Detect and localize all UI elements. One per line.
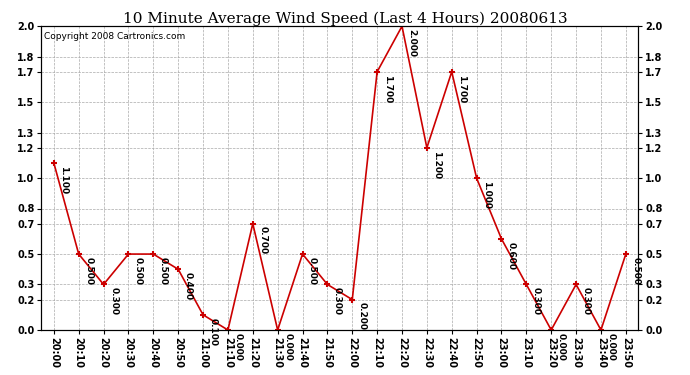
Text: 0.000: 0.000	[283, 333, 292, 361]
Text: 0.500: 0.500	[159, 257, 168, 285]
Text: 0.200: 0.200	[358, 302, 367, 330]
Text: 0.100: 0.100	[208, 318, 217, 346]
Text: 0.300: 0.300	[333, 287, 342, 315]
Text: 0.500: 0.500	[308, 257, 317, 285]
Text: 1.000: 1.000	[482, 181, 491, 209]
Text: 2.000: 2.000	[408, 29, 417, 57]
Text: 0.500: 0.500	[134, 257, 143, 285]
Text: 0.600: 0.600	[507, 242, 516, 270]
Text: 0.000: 0.000	[607, 333, 615, 361]
Text: 1.100: 1.100	[59, 166, 68, 194]
Text: 0.700: 0.700	[258, 226, 267, 255]
Text: Copyright 2008 Cartronics.com: Copyright 2008 Cartronics.com	[44, 32, 186, 41]
Text: 1.200: 1.200	[433, 150, 442, 178]
Text: 1.700: 1.700	[457, 75, 466, 103]
Text: 10 Minute Average Wind Speed (Last 4 Hours) 20080613: 10 Minute Average Wind Speed (Last 4 Hou…	[123, 11, 567, 26]
Text: 0.300: 0.300	[532, 287, 541, 315]
Text: 0.300: 0.300	[582, 287, 591, 315]
Text: 0.500: 0.500	[631, 257, 640, 285]
Text: 0.000: 0.000	[557, 333, 566, 361]
Text: 0.500: 0.500	[84, 257, 93, 285]
Text: 1.700: 1.700	[383, 75, 392, 103]
Text: 0.400: 0.400	[184, 272, 193, 300]
Text: 0.300: 0.300	[109, 287, 118, 315]
Text: 0.000: 0.000	[233, 333, 242, 361]
